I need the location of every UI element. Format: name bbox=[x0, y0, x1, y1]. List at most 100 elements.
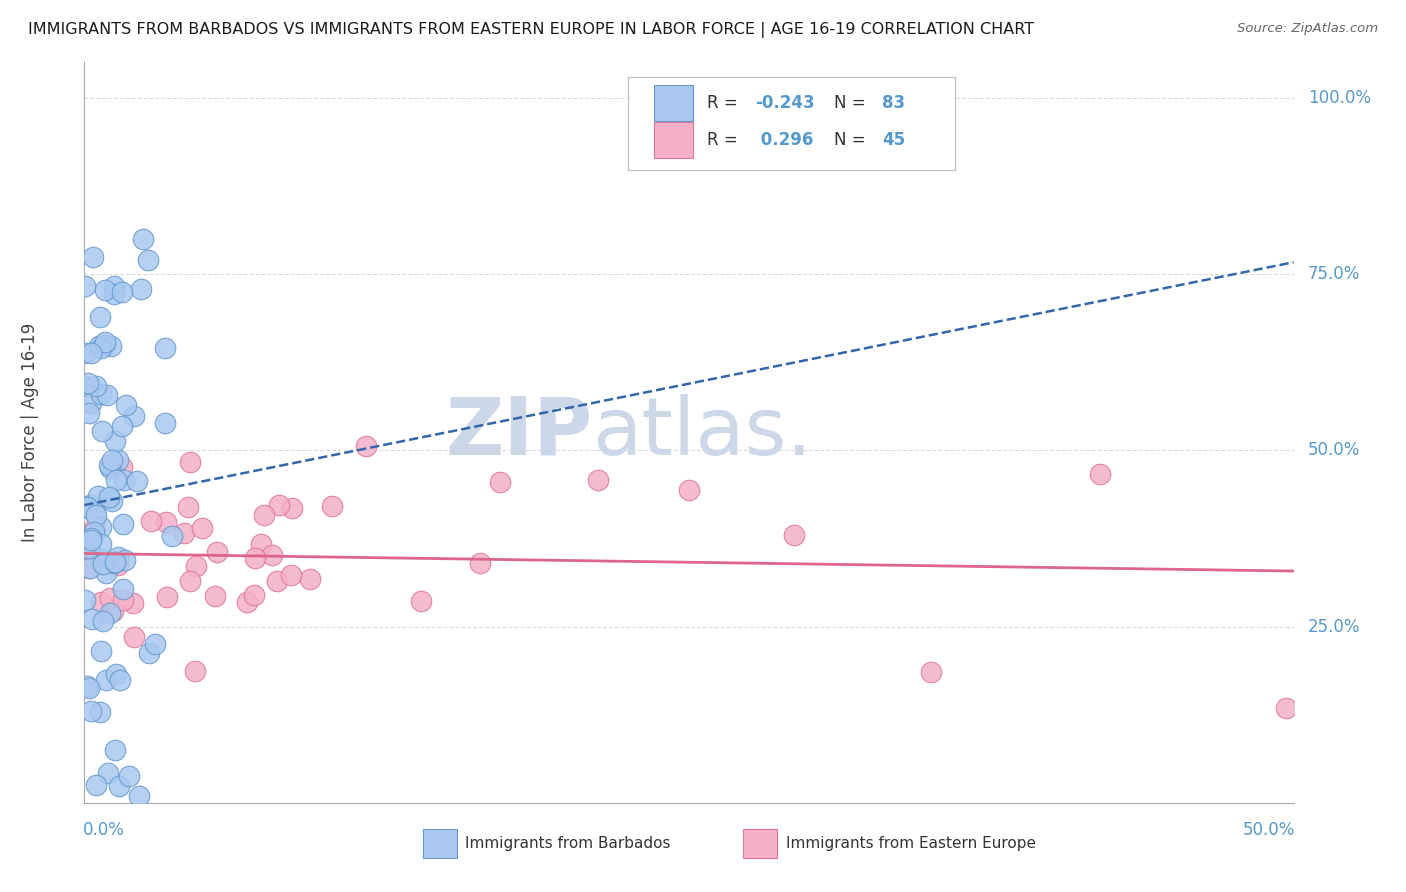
Point bbox=[468, 556, 491, 570]
Point bbox=[783, 527, 806, 541]
Point bbox=[108, 673, 131, 687]
Text: 0.296: 0.296 bbox=[755, 131, 814, 149]
Point bbox=[91, 425, 114, 439]
Point bbox=[250, 536, 273, 550]
Text: ZIP: ZIP bbox=[444, 393, 592, 472]
Point bbox=[98, 606, 121, 620]
Point bbox=[280, 568, 302, 582]
Point bbox=[128, 789, 150, 803]
Point bbox=[76, 679, 98, 693]
Point bbox=[117, 769, 139, 783]
Point bbox=[108, 779, 131, 793]
Point bbox=[262, 549, 284, 563]
Point bbox=[90, 520, 112, 534]
Point bbox=[94, 334, 117, 349]
Point bbox=[100, 494, 122, 508]
Text: 50.0%: 50.0% bbox=[1243, 822, 1295, 839]
Point bbox=[132, 232, 155, 246]
Point bbox=[84, 379, 107, 393]
Point bbox=[80, 612, 103, 626]
Point bbox=[269, 498, 291, 512]
Point bbox=[114, 398, 136, 412]
Point bbox=[90, 595, 112, 609]
Point bbox=[112, 582, 135, 597]
Point bbox=[104, 743, 127, 757]
Point bbox=[83, 505, 105, 519]
Point bbox=[155, 515, 177, 529]
Point bbox=[90, 386, 112, 401]
Point bbox=[103, 604, 125, 618]
Point bbox=[114, 473, 136, 487]
Text: N =: N = bbox=[834, 131, 870, 149]
Point bbox=[177, 500, 200, 514]
Point bbox=[243, 551, 266, 566]
Point bbox=[204, 589, 226, 603]
Point bbox=[84, 520, 107, 534]
Text: In Labor Force | Age 16-19: In Labor Force | Age 16-19 bbox=[21, 323, 39, 542]
Point bbox=[105, 473, 128, 487]
Point bbox=[96, 388, 118, 402]
Point bbox=[89, 705, 111, 719]
FancyBboxPatch shape bbox=[423, 829, 457, 858]
Point bbox=[104, 434, 127, 448]
Point bbox=[179, 454, 201, 468]
Point bbox=[186, 559, 208, 574]
Point bbox=[89, 310, 111, 325]
Point bbox=[127, 474, 149, 488]
Point bbox=[90, 537, 112, 551]
Point bbox=[678, 483, 700, 498]
Point bbox=[79, 560, 101, 574]
Point bbox=[82, 250, 104, 264]
Text: 100.0%: 100.0% bbox=[1308, 88, 1371, 107]
Point bbox=[139, 514, 162, 528]
Point bbox=[190, 521, 212, 535]
Text: 83: 83 bbox=[883, 95, 905, 112]
Point bbox=[129, 282, 152, 296]
Point bbox=[153, 416, 176, 430]
Text: 75.0%: 75.0% bbox=[1308, 265, 1361, 283]
Point bbox=[77, 561, 100, 575]
Point bbox=[96, 673, 118, 687]
Point bbox=[98, 591, 121, 605]
Point bbox=[111, 460, 134, 475]
Point bbox=[89, 550, 111, 565]
Point bbox=[98, 458, 121, 472]
Point bbox=[153, 341, 176, 355]
Text: 0.0%: 0.0% bbox=[83, 822, 125, 839]
Point bbox=[107, 558, 129, 572]
Point bbox=[80, 396, 103, 410]
Point bbox=[173, 525, 195, 540]
Point bbox=[77, 544, 100, 558]
Point bbox=[79, 531, 101, 545]
Text: 25.0%: 25.0% bbox=[1308, 617, 1361, 635]
Point bbox=[1275, 700, 1298, 714]
Point bbox=[91, 558, 114, 572]
Text: N =: N = bbox=[834, 95, 870, 112]
Point bbox=[90, 341, 112, 355]
Point bbox=[112, 517, 135, 532]
Point bbox=[98, 460, 121, 475]
Point bbox=[253, 508, 276, 523]
Point bbox=[920, 665, 942, 680]
Point bbox=[73, 379, 96, 393]
Point bbox=[98, 491, 121, 505]
Point bbox=[107, 549, 129, 564]
Point bbox=[160, 529, 183, 543]
Point bbox=[356, 439, 378, 453]
Point bbox=[75, 278, 97, 293]
Point bbox=[76, 376, 98, 391]
Point bbox=[1088, 467, 1111, 481]
Point bbox=[73, 593, 96, 607]
Point bbox=[114, 553, 136, 567]
Point bbox=[183, 664, 205, 678]
Point bbox=[488, 475, 510, 490]
Point bbox=[84, 778, 107, 792]
Point bbox=[100, 339, 122, 353]
Point bbox=[103, 278, 125, 293]
Point bbox=[77, 557, 100, 571]
Point bbox=[111, 285, 134, 299]
Point bbox=[104, 667, 127, 681]
Text: R =: R = bbox=[707, 95, 744, 112]
Point bbox=[91, 614, 114, 628]
FancyBboxPatch shape bbox=[628, 78, 955, 169]
